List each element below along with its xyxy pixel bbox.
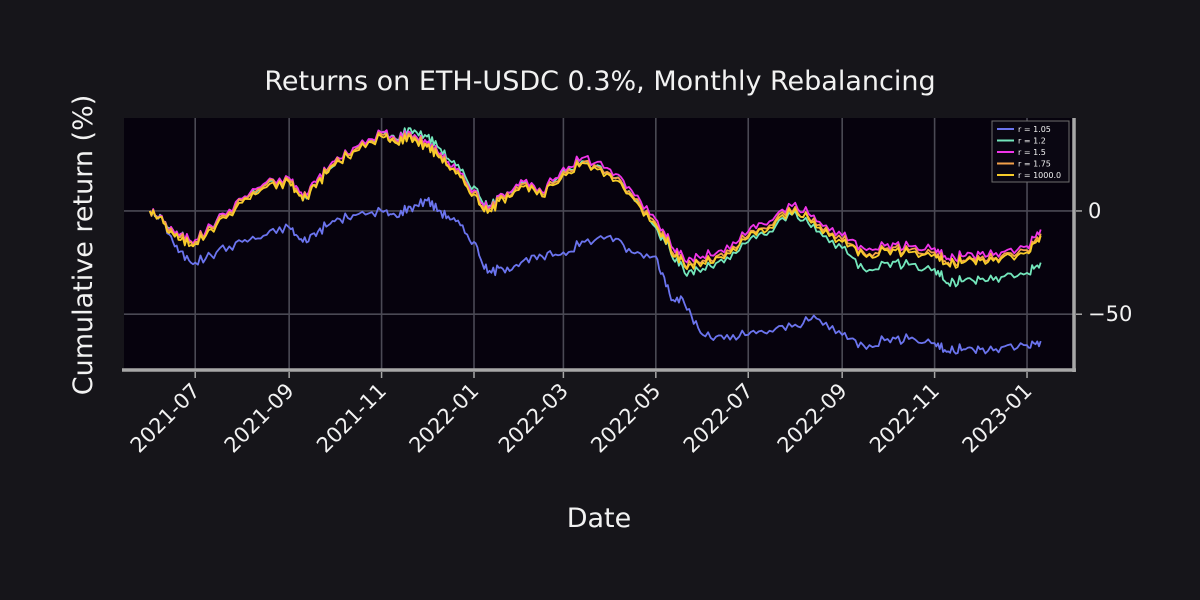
x-tick-label: 2021-09: [220, 379, 299, 458]
y-tick-label: −50: [1088, 302, 1132, 326]
x-tick-label: 2021-07: [126, 379, 205, 458]
legend-label-3: r = 1.75: [1018, 160, 1051, 169]
series-line-0: [148, 196, 1042, 355]
legend-label-2: r = 1.5: [1018, 148, 1046, 157]
plot-area: [124, 118, 1074, 370]
y-tick-label: 0: [1088, 199, 1101, 223]
x-axis-label: Date: [567, 503, 632, 534]
chart-title: Returns on ETH-USDC 0.3%, Monthly Rebala…: [264, 66, 935, 97]
x-tick-label: 2022-09: [773, 379, 852, 458]
x-tick-label: 2022-03: [494, 379, 573, 458]
series-line-4: [148, 133, 1042, 271]
legend-label-4: r = 1000.0: [1018, 171, 1061, 180]
x-tick-label: 2022-11: [865, 379, 944, 458]
x-tick-label: 2022-01: [405, 379, 484, 458]
legend: r = 1.05 r = 1.2 r = 1.5 r = 1.75 r = 1000.0: [991, 120, 1070, 183]
series-line-2: [148, 129, 1042, 264]
legend-label-0: r = 1.05: [1018, 125, 1051, 134]
legend-label-1: r = 1.2: [1018, 137, 1046, 146]
series-layer: [148, 127, 1042, 355]
x-tick-label: 2022-05: [586, 379, 665, 458]
grid: [124, 118, 1074, 370]
y-axis-label: Cumulative return (%): [68, 95, 99, 396]
x-tick-label: 2023-01: [958, 379, 1037, 458]
x-tick-label: 2021-11: [312, 379, 391, 458]
x-tick-label: 2022-07: [679, 379, 758, 458]
